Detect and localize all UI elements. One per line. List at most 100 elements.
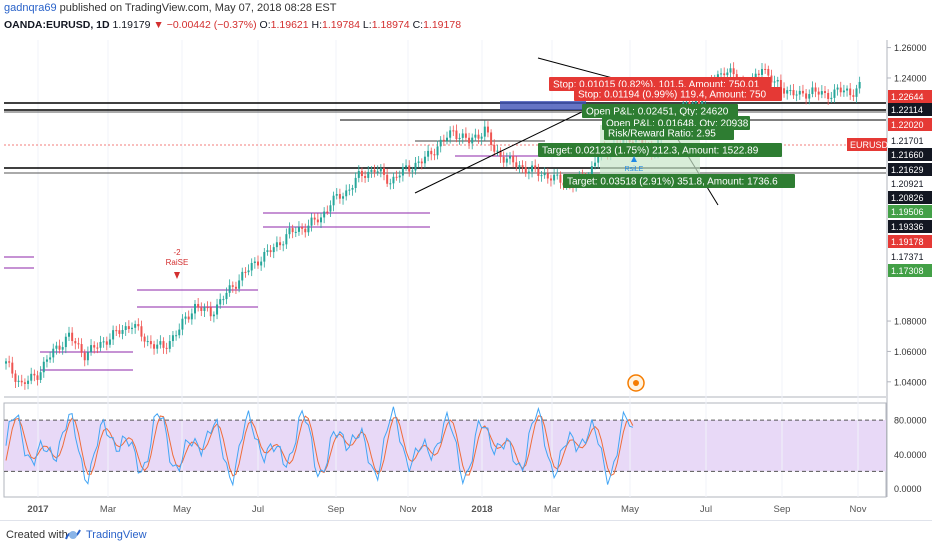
candle-body [698, 99, 700, 104]
price-pane [0, 40, 932, 397]
candle-body [134, 324, 137, 328]
candle-body [127, 326, 130, 330]
candle-body [820, 91, 823, 95]
candle-body [556, 174, 559, 176]
indicator-tick-label: 80.0000 [894, 416, 927, 426]
candle-body [455, 130, 458, 140]
candle-body [732, 68, 735, 75]
candle-body [212, 314, 215, 317]
high-label: H: [311, 19, 323, 31]
candle-body [401, 167, 404, 176]
symbol-bar: OANDA:EURUSD, 1D 1.19179 ▼ −0.00442 (−0.… [4, 19, 461, 33]
candle-body [329, 205, 332, 212]
price-tick-label: 1.04000 [894, 377, 927, 387]
candle-body [842, 90, 845, 93]
candle-body [124, 326, 127, 330]
price-label-box [888, 118, 932, 131]
candle-body [105, 341, 108, 345]
candle-body [729, 68, 732, 73]
candle-body [140, 326, 143, 337]
candle-body [354, 177, 357, 189]
price-label-text: 1.17308 [891, 266, 924, 276]
target-label-text: Risk/Reward Ratio: 2.95 [608, 129, 716, 140]
event-icon [633, 380, 639, 386]
candle-body [685, 101, 688, 103]
price-label-text: 1.17371 [891, 252, 924, 262]
candle-body [348, 189, 351, 191]
position-bar [500, 101, 586, 110]
candle-body [770, 75, 773, 83]
candle-body [282, 244, 285, 246]
candle-body [146, 341, 149, 343]
candle-body [294, 231, 297, 233]
time-tick-label: Sep [328, 504, 345, 515]
candle-body [175, 335, 178, 337]
candle-body [436, 146, 439, 156]
candle-body [194, 303, 196, 314]
candle-body [234, 286, 237, 289]
low-label: L: [362, 19, 372, 31]
candle-body [805, 93, 808, 99]
candle-body [203, 307, 206, 311]
candle-body [505, 158, 508, 163]
candle-body [8, 361, 11, 363]
high-value: 1.19784 [322, 19, 360, 31]
price-label-box [888, 191, 932, 204]
time-tick-label: May [173, 504, 191, 515]
time-tick-label: Nov [850, 504, 867, 515]
candle-body [30, 373, 33, 381]
candle-body [383, 168, 385, 175]
candle-body [452, 130, 455, 132]
candle-body [162, 341, 165, 348]
author-name[interactable]: gadnqra69 [4, 2, 57, 14]
tradingview-logo-icon[interactable] [65, 528, 81, 542]
candle-body [427, 150, 430, 157]
candle-body [767, 68, 770, 76]
target-label-text: Target: 0.02123 (1.75%) 212.3, Amount: 1… [542, 146, 759, 157]
price-label-text: 1.22114 [891, 105, 923, 115]
candle-body [490, 132, 493, 145]
candle-body [153, 344, 156, 349]
candle-body [411, 170, 414, 172]
candle-body [269, 250, 272, 253]
price-label-box [888, 220, 932, 233]
price-chart[interactable]: 2017 Mar May Jul Sep Nov 2018 Mar May Jul Sep Nov 1.… [0, 0, 932, 520]
candle-body [96, 347, 99, 349]
candle-body [156, 344, 159, 349]
candle-body [764, 68, 767, 70]
price-label-text: 1.22020 [891, 120, 924, 130]
candle-body [137, 324, 140, 327]
tradingview-brand[interactable]: TradingView [86, 529, 147, 541]
candle-body [190, 313, 193, 320]
candle-body [461, 133, 464, 138]
candle-body [723, 73, 726, 76]
open-value: 1.19621 [270, 19, 309, 31]
candle-body [512, 155, 515, 163]
candle-body [17, 380, 20, 382]
candle-body [553, 174, 556, 181]
candle-body [83, 352, 86, 361]
candle-body [527, 171, 530, 174]
candle-body [64, 336, 67, 348]
candle-body [468, 137, 471, 144]
price-tick-label: 1.06000 [894, 347, 927, 357]
price-label-text: 1.20826 [891, 193, 924, 203]
candle-body [304, 228, 307, 233]
candle-body [518, 165, 521, 168]
candle-body [795, 94, 798, 96]
candle-body [55, 345, 58, 349]
target-label-box [563, 174, 795, 188]
price-label-text: 1.21701 [891, 136, 924, 146]
candle-body [392, 176, 395, 184]
candle-body [93, 345, 96, 348]
price-label-text: 1.19506 [891, 207, 924, 217]
price-label-text: 1.21660 [891, 150, 924, 160]
time-tick-label: Jul [700, 504, 712, 515]
candle-body [14, 373, 17, 382]
candle-body [493, 144, 496, 152]
price-tick-label: 1.24000 [894, 73, 927, 83]
candle-body [178, 329, 181, 336]
candle-body [701, 100, 704, 104]
time-tick-label: 2018 [471, 504, 492, 515]
candle-body [342, 196, 345, 199]
